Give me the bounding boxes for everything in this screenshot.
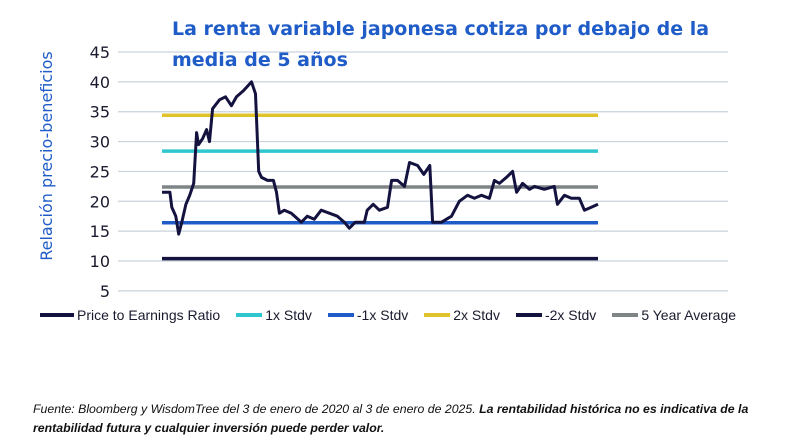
legend-swatch [236, 313, 263, 317]
pe-ratio-line [162, 80, 599, 236]
legend-item: -1x Stdv [327, 306, 409, 324]
legend-swatch [515, 313, 542, 317]
legend-label: Price to Earnings Ratio [77, 307, 221, 323]
y-tick-label: 35 [90, 103, 110, 122]
legend-swatch [40, 313, 74, 317]
chart-title: La renta variable japonesa cotiza por de… [172, 18, 710, 71]
disclaimer-text: La rentabilidad histórica no es indicati… [33, 402, 749, 435]
legend-item: 2x Stdv [424, 306, 500, 324]
legend-item: -2x Stdv [515, 306, 597, 324]
legend-swatch [424, 313, 451, 317]
y-tick-label: 5 [100, 282, 110, 301]
footer-note: Fuente: Bloomberg y WisdomTree del 3 de … [33, 400, 783, 438]
legend-label: 2x Stdv [453, 307, 500, 323]
legend-label: 5 Year Average [641, 307, 737, 323]
legend-item: Price to Earnings Ratio [40, 306, 220, 324]
y-tick-label: 40 [90, 73, 110, 92]
legend-item: 5 Year Average [612, 306, 736, 324]
y-tick-label: 45 [90, 43, 110, 62]
legend-label: -2x Stdv [544, 307, 597, 323]
y-tick-label: 30 [90, 133, 110, 152]
source-text: Fuente: Bloomberg y WisdomTree del 3 de … [33, 402, 480, 416]
legend-item: 1x Stdv [236, 306, 312, 324]
y-axis-label: Relación precio-beneficios [37, 51, 56, 261]
legend-label: -1x Stdv [356, 307, 409, 323]
legend-label: 1x Stdv [265, 307, 312, 323]
y-tick-label: 15 [90, 222, 110, 241]
y-tick-label: 20 [90, 192, 110, 211]
y-tick-label: 25 [90, 162, 110, 181]
legend-swatch [612, 313, 639, 317]
legend: Price to Earnings Ratio 1x Stdv -1x Stdv 2x… [40, 306, 780, 324]
y-tick-label: 10 [90, 252, 110, 271]
legend-swatch [327, 313, 354, 317]
